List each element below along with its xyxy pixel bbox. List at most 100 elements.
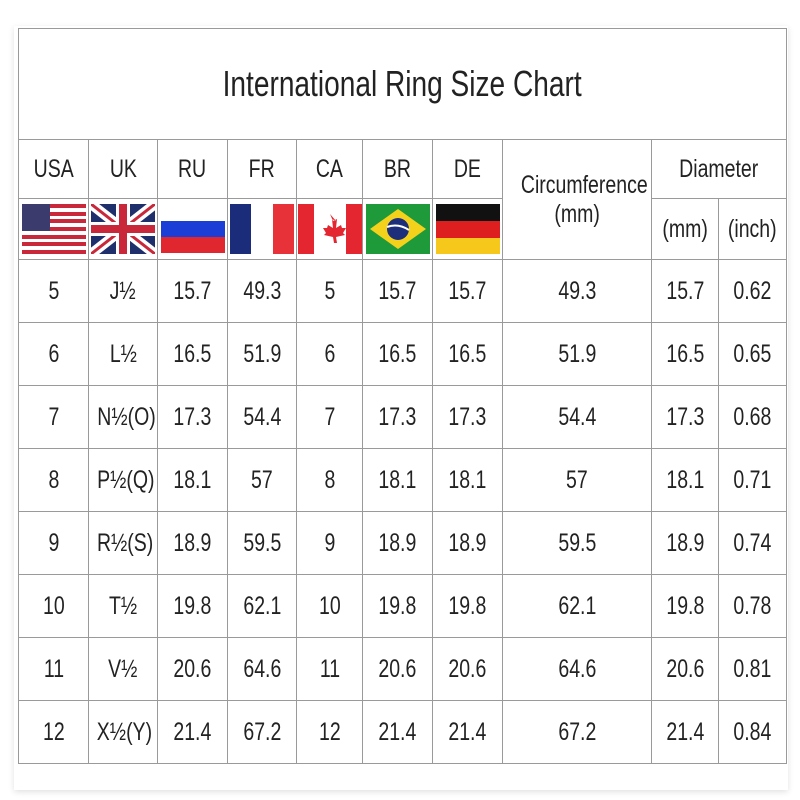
cell-value: 16.5 xyxy=(666,339,704,368)
cell-diameter-mm: 17.3 xyxy=(651,385,719,449)
cell-value: 15.7 xyxy=(666,276,704,305)
cell-diameter-inch: 0.71 xyxy=(718,448,787,512)
cell-value: 7 xyxy=(324,402,335,431)
table-row: 11 V½ 20.6 64.6 11 20.6 20.6 64.6 20.6 0.81 xyxy=(18,637,787,701)
cell-diameter-inch: 0.81 xyxy=(718,637,787,701)
cell-fr: 54.4 xyxy=(227,385,297,449)
cell-fr: 62.1 xyxy=(227,574,297,638)
cell-uk: J½ xyxy=(88,259,158,323)
cell-value: R½(S) xyxy=(96,528,154,557)
cell-de: 21.4 xyxy=(432,700,503,764)
cell-value: 62.1 xyxy=(243,591,281,620)
cell-value: 17.3 xyxy=(173,402,212,431)
header-uk: UK xyxy=(88,139,158,199)
ring-size-table: International Ring Size Chart USA UK RU … xyxy=(18,28,787,764)
cell-value: 16.5 xyxy=(448,339,487,368)
cell-uk: X½(Y) xyxy=(88,700,158,764)
cell-diameter-mm: 20.6 xyxy=(651,637,719,701)
header-fr: FR xyxy=(227,139,297,199)
cell-de: 17.3 xyxy=(432,385,503,449)
table-row: 10 T½ 19.8 62.1 10 19.8 19.8 62.1 19.8 0.78 xyxy=(18,574,787,638)
cell-circumference-mm: 62.1 xyxy=(502,574,652,638)
cell-value: 21.4 xyxy=(378,717,417,746)
cell-value: 0.62 xyxy=(733,276,772,305)
cell-value: 51.9 xyxy=(558,339,596,368)
cell-value: 16.5 xyxy=(378,339,417,368)
cell-value: 18.1 xyxy=(378,465,417,494)
cell-value: 0.84 xyxy=(733,717,772,746)
cell-value: 20.6 xyxy=(666,654,704,683)
table-row: 7 N½(O) 17.3 54.4 7 17.3 17.3 54.4 17.3 0.68 xyxy=(18,385,787,449)
cell-value: 10 xyxy=(318,591,341,620)
cell-value: 17.3 xyxy=(378,402,417,431)
cell-br: 17.3 xyxy=(362,385,433,449)
cell-usa: 10 xyxy=(18,574,89,638)
cell-usa: 8 xyxy=(18,448,89,512)
cell-br: 20.6 xyxy=(362,637,433,701)
germany-flag-icon xyxy=(432,198,503,260)
cell-ru: 18.9 xyxy=(157,511,228,575)
cell-de: 18.1 xyxy=(432,448,503,512)
cell-diameter-inch: 0.84 xyxy=(718,700,787,764)
brazil-flag-icon xyxy=(362,198,433,260)
cell-value: 16.5 xyxy=(173,339,212,368)
cell-value: 17.3 xyxy=(666,402,704,431)
cell-de: 16.5 xyxy=(432,322,503,386)
cell-ru: 21.4 xyxy=(157,700,228,764)
cell-value: X½(Y) xyxy=(96,717,153,746)
cell-value: 12 xyxy=(42,717,65,746)
cell-diameter-inch: 0.62 xyxy=(718,259,787,323)
cell-value: 21.4 xyxy=(666,717,704,746)
cell-value: 0.81 xyxy=(733,654,772,683)
cell-value: 67.2 xyxy=(558,717,596,746)
cell-ru: 16.5 xyxy=(157,322,228,386)
cell-circumference-mm: 64.6 xyxy=(502,637,652,701)
cell-value: 49.3 xyxy=(558,276,596,305)
cell-value: 18.9 xyxy=(378,528,417,557)
cell-value: 62.1 xyxy=(558,591,596,620)
cell-de: 20.6 xyxy=(432,637,503,701)
cell-value: 11 xyxy=(319,654,340,683)
cell-de: 15.7 xyxy=(432,259,503,323)
cell-value: N½(O) xyxy=(97,402,156,431)
cell-value: 15.7 xyxy=(378,276,417,305)
cell-fr: 51.9 xyxy=(227,322,297,386)
cell-value: 49.3 xyxy=(243,276,281,305)
cell-value: 18.9 xyxy=(448,528,487,557)
cell-value: 18.1 xyxy=(666,465,704,494)
cell-ca: 11 xyxy=(296,637,363,701)
cell-value: 21.4 xyxy=(448,717,487,746)
table-row: 6 L½ 16.5 51.9 6 16.5 16.5 51.9 16.5 0.65 xyxy=(18,322,787,386)
cell-value: 10 xyxy=(42,591,65,620)
cell-fr: 59.5 xyxy=(227,511,297,575)
cell-circumference-mm: 51.9 xyxy=(502,322,652,386)
cell-value: 0.68 xyxy=(733,402,772,431)
cell-usa: 6 xyxy=(18,322,89,386)
cell-diameter-inch: 0.74 xyxy=(718,511,787,575)
cell-value: 18.9 xyxy=(666,528,704,557)
cell-de: 18.9 xyxy=(432,511,503,575)
page-title: International Ring Size Chart xyxy=(18,28,787,140)
cell-value: L½ xyxy=(109,339,137,368)
header-br: BR xyxy=(362,139,433,199)
cell-ca: 12 xyxy=(296,700,363,764)
cell-value: 6 xyxy=(324,339,335,368)
cell-usa: 9 xyxy=(18,511,89,575)
cell-uk: T½ xyxy=(88,574,158,638)
cell-value: 9 xyxy=(324,528,335,557)
cell-value: 8 xyxy=(48,465,59,494)
cell-value: 19.8 xyxy=(666,591,704,620)
cell-diameter-inch: 0.65 xyxy=(718,322,787,386)
cell-diameter-mm: 19.8 xyxy=(651,574,719,638)
cell-uk: N½(O) xyxy=(88,385,158,449)
cell-value: 64.6 xyxy=(558,654,596,683)
cell-value: 19.8 xyxy=(448,591,487,620)
cell-diameter-mm: 15.7 xyxy=(651,259,719,323)
header-usa: USA xyxy=(18,139,89,199)
cell-fr: 67.2 xyxy=(227,700,297,764)
header-diameter-inch: (inch) xyxy=(718,198,787,260)
cell-value: 9 xyxy=(48,528,59,557)
cell-usa: 5 xyxy=(18,259,89,323)
cell-ru: 15.7 xyxy=(157,259,228,323)
cell-value: 6 xyxy=(48,339,59,368)
